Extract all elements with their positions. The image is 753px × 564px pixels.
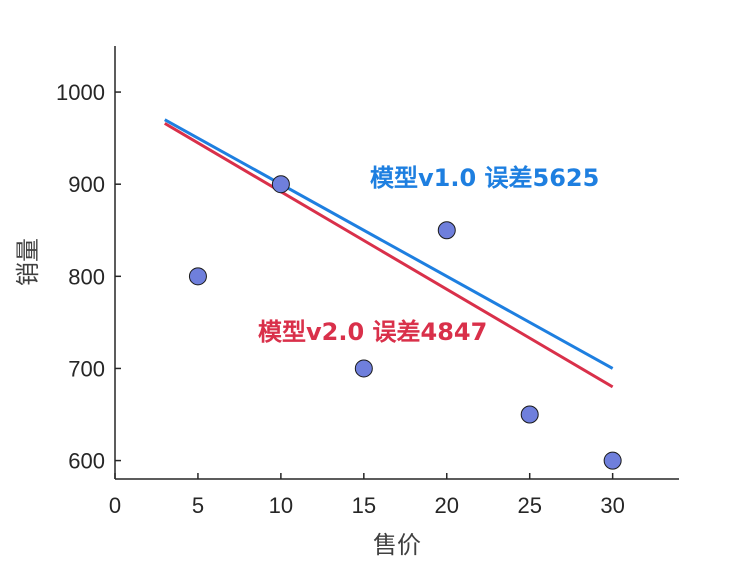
x-tick-label: 30 [600,493,624,518]
x-axis-title: 售价 [373,531,421,559]
y-tick-label: 600 [68,449,105,474]
x-tick-label: 15 [352,493,376,518]
y-tick-label: 1000 [56,80,105,105]
y-tick-label: 700 [68,356,105,381]
annotation-model-v1: 模型v1.0 误差5625 [370,164,599,192]
data-point [354,359,373,378]
fit-lines [164,118,614,389]
annotation-model-v2: 模型v2.0 误差4847 [258,318,487,346]
data-points [188,175,622,470]
data-point [271,175,290,194]
data-point [437,221,456,240]
x-tick-label: 20 [435,493,459,518]
y-tick-label: 900 [68,172,105,197]
x-tick-label: 0 [109,493,121,518]
data-point [188,267,207,286]
x-tick-label: 25 [517,493,541,518]
y-axis-title: 销量 [14,238,42,286]
x-tick-label: 5 [192,493,204,518]
fit-line-model-v2 [164,122,614,389]
y-tick-label: 800 [68,264,105,289]
fit-line-model-v1 [164,118,614,370]
axes [114,46,679,480]
ticks: 0 5 10 15 20 25 30 600 700 800 900 1000 [56,80,625,518]
x-tick-label: 10 [269,493,293,518]
data-point [520,405,539,424]
data-point [603,451,622,470]
